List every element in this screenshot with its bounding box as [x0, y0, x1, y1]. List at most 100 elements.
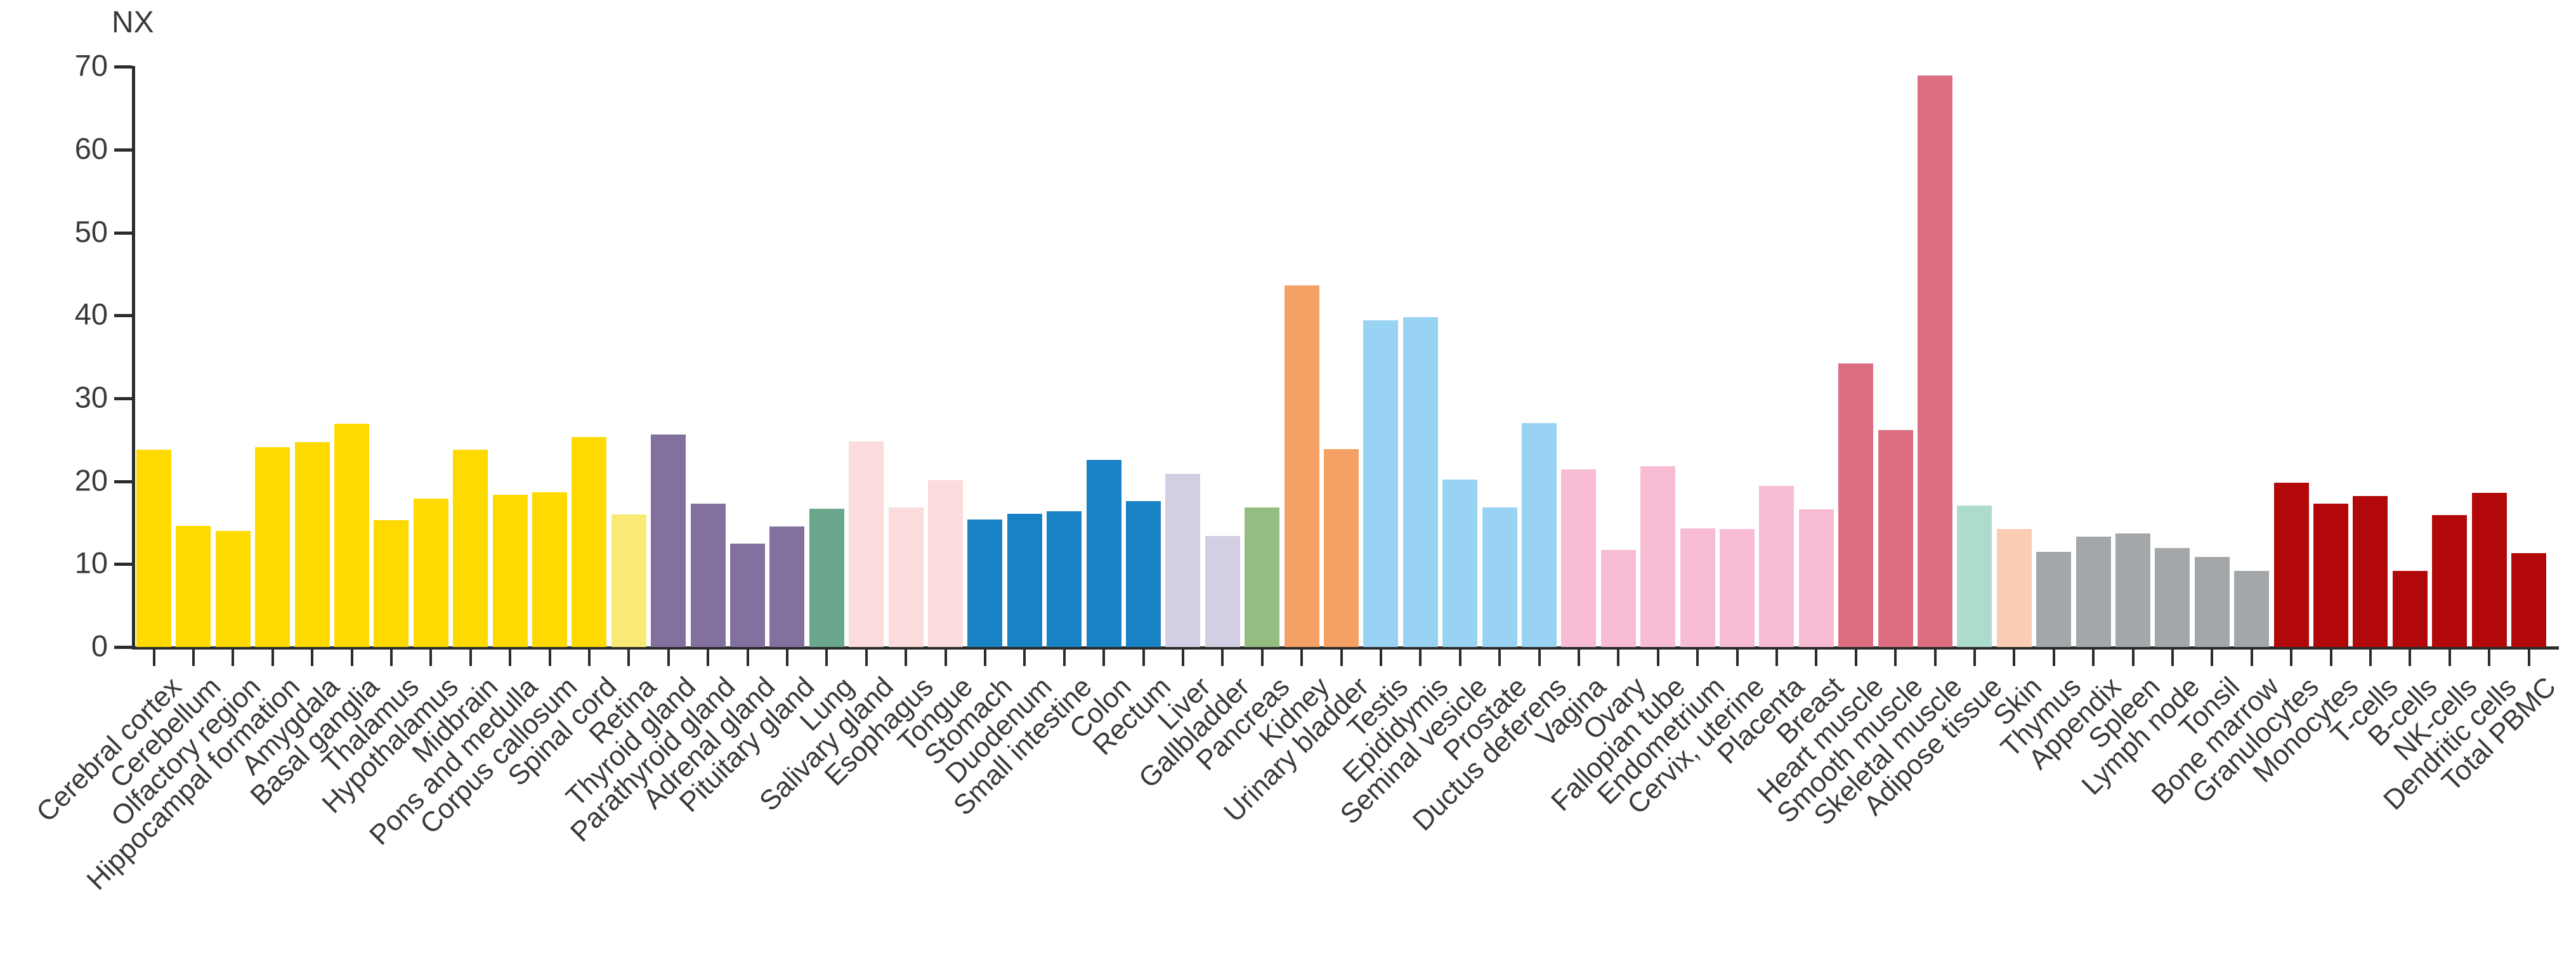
bar-monocytes[interactable] — [2313, 503, 2348, 647]
bar-parathyroid-gland[interactable] — [690, 503, 726, 647]
bar-liver[interactable] — [1165, 473, 1201, 647]
bar-prostate[interactable] — [1482, 507, 1517, 647]
bar-appendix[interactable] — [2076, 537, 2111, 647]
x-tick-mark — [2052, 649, 2055, 666]
x-tick-mark — [587, 649, 591, 666]
bar-hippocampal-formation[interactable] — [255, 447, 291, 647]
bar-seminal-vesicle[interactable] — [1442, 479, 1478, 647]
x-tick-mark — [707, 649, 710, 666]
bar-epididymis[interactable] — [1402, 317, 1438, 647]
bar-hypothalamus[interactable] — [413, 499, 448, 647]
x-tick-mark — [2250, 649, 2253, 666]
bar-rectum[interactable] — [1126, 500, 1161, 647]
bar-adipose-tissue[interactable] — [1957, 505, 1992, 647]
bar-duodenum[interactable] — [1007, 513, 1042, 647]
bar-nk-cells[interactable] — [2432, 515, 2468, 647]
bar-heart-muscle[interactable] — [1838, 363, 1874, 647]
x-tick-mark — [1577, 649, 1580, 666]
bar-midbrain[interactable] — [453, 449, 488, 647]
bar-tonsil[interactable] — [2194, 556, 2230, 647]
bar-granulocytes[interactable] — [2273, 483, 2309, 647]
bar-thalamus[interactable] — [374, 520, 409, 647]
bar-small-intestine[interactable] — [1047, 511, 1082, 647]
bar-dendritic-cells[interactable] — [2471, 492, 2507, 647]
x-tick-mark — [1062, 649, 1066, 666]
bar-adrenal-gland[interactable] — [730, 543, 765, 647]
x-tick-mark — [2488, 649, 2491, 666]
bar-basal-ganglia[interactable] — [334, 424, 369, 647]
bar-skeletal-muscle[interactable] — [1918, 75, 1952, 647]
x-tick-mark — [429, 649, 433, 666]
x-tick-mark — [192, 649, 195, 666]
bar-skin[interactable] — [1996, 529, 2032, 647]
x-tick-mark — [1736, 649, 1739, 666]
bar-salivary-gland[interactable] — [849, 441, 884, 647]
bar-stomach[interactable] — [967, 519, 1003, 647]
x-tick-mark — [1775, 649, 1778, 666]
bar-ovary[interactable] — [1600, 550, 1636, 647]
x-tick-mark — [2131, 649, 2135, 666]
x-tick-mark — [2290, 649, 2293, 666]
x-tick-mark — [2211, 649, 2214, 666]
bar-lung[interactable] — [809, 508, 844, 647]
bar-amygdala[interactable] — [294, 442, 330, 647]
x-tick-mark — [1656, 649, 1659, 666]
x-tick-mark — [2171, 649, 2174, 666]
bar-urinary-bladder[interactable] — [1324, 448, 1359, 647]
y-axis-title: NX — [112, 6, 154, 39]
x-tick-mark — [865, 649, 868, 666]
y-tick-mark — [114, 480, 132, 483]
y-tick-label: 40 — [74, 297, 108, 331]
x-tick-mark — [2409, 649, 2412, 666]
bar-b-cells[interactable] — [2392, 570, 2428, 647]
bar-lymph-node[interactable] — [2155, 548, 2190, 647]
bar-endometrium[interactable] — [1680, 528, 1715, 647]
bar-breast[interactable] — [1798, 509, 1834, 647]
x-tick-mark — [1815, 649, 1818, 666]
x-tick-mark — [1498, 649, 1501, 666]
bar-t-cells[interactable] — [2353, 496, 2388, 647]
bar-tongue[interactable] — [928, 480, 963, 647]
y-tick-label: 0 — [91, 629, 108, 663]
bar-cerebral-cortex[interactable] — [136, 449, 171, 647]
bar-colon[interactable] — [1086, 459, 1121, 647]
bar-placenta[interactable] — [1759, 486, 1795, 647]
bar-corpus-callosum[interactable] — [532, 492, 567, 647]
y-tick-label: 30 — [74, 380, 108, 414]
x-tick-mark — [1538, 649, 1541, 666]
bar-cervix-uterine[interactable] — [1720, 529, 1755, 647]
bar-cerebellum[interactable] — [176, 526, 211, 647]
bar-bone-marrow[interactable] — [2234, 570, 2270, 647]
bar-pons-and-medulla[interactable] — [492, 494, 528, 647]
bar-olfactory-region[interactable] — [215, 531, 251, 647]
bar-retina[interactable] — [611, 514, 646, 647]
bar-esophagus[interactable] — [888, 507, 924, 647]
bar-vagina[interactable] — [1561, 469, 1597, 647]
x-tick-mark — [627, 649, 631, 666]
bar-kidney[interactable] — [1284, 285, 1319, 647]
bar-ductus-deferens[interactable] — [1522, 423, 1557, 647]
x-tick-mark — [232, 649, 235, 666]
y-tick-mark — [114, 148, 132, 152]
x-tick-mark — [1300, 649, 1304, 666]
y-tick-mark — [114, 314, 132, 318]
x-tick-mark — [389, 649, 393, 666]
bar-pituitary-gland[interactable] — [769, 526, 805, 647]
bar-thyroid-gland[interactable] — [651, 435, 686, 647]
y-tick-label: 20 — [74, 462, 108, 497]
bar-gallbladder[interactable] — [1205, 535, 1240, 647]
bar-total-pbmc[interactable] — [2511, 553, 2546, 647]
x-tick-mark — [746, 649, 749, 666]
bar-spinal-cord[interactable] — [572, 437, 607, 647]
bar-testis[interactable] — [1363, 320, 1399, 647]
x-tick-mark — [1419, 649, 1422, 666]
bar-pancreas[interactable] — [1245, 507, 1280, 647]
bar-fallopian-tube[interactable] — [1640, 466, 1676, 647]
bar-thymus[interactable] — [2036, 551, 2072, 647]
x-tick-mark — [1894, 649, 1897, 666]
x-tick-mark — [1933, 649, 1937, 666]
bar-smooth-muscle[interactable] — [1878, 429, 1913, 647]
bar-spleen[interactable] — [2115, 533, 2150, 647]
x-tick-mark — [944, 649, 947, 666]
